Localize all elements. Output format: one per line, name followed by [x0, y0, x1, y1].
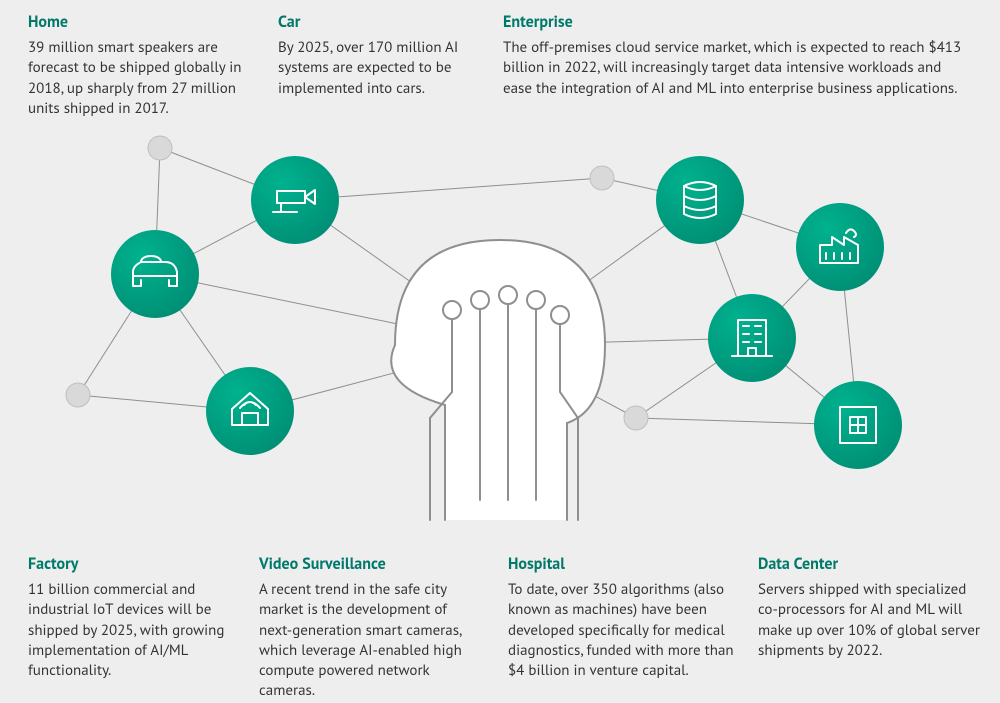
datacenter-block: Data Center Servers shipped with speciali…: [758, 554, 983, 661]
connector-node: [66, 383, 90, 407]
hospital-body: To date, over 350 algorithms (also known…: [508, 580, 738, 681]
enterprise-body: The off-premises cloud service market, w…: [503, 38, 963, 99]
database-icon: [656, 156, 744, 244]
home-body: 39 million smart speakers are forecast t…: [28, 38, 258, 119]
ai-head-silhouette: [391, 240, 605, 520]
datacenter-body: Servers shipped with specialized co-proc…: [758, 580, 983, 661]
factory-block: Factory 11 billion commercial and industr…: [28, 554, 228, 681]
hospital-block: Hospital To date, over 350 algorithms (al…: [508, 554, 738, 681]
home-icon: [206, 367, 294, 455]
camera-icon: [251, 156, 339, 244]
car-block: Car By 2025, over 170 million AI systems …: [278, 12, 468, 99]
car-body: By 2025, over 170 million AI systems are…: [278, 38, 468, 99]
building-icon: [708, 294, 796, 382]
home-block: Home 39 million smart speakers are foreca…: [28, 12, 258, 119]
surveillance-title: Video Surveillance: [259, 554, 479, 574]
car-title: Car: [278, 12, 468, 32]
factory-title: Factory: [28, 554, 228, 574]
surveillance-block: Video Surveillance A recent trend in the …: [259, 554, 479, 702]
factory-body: 11 billion commercial and industrial IoT…: [28, 580, 228, 681]
datacenter-title: Data Center: [758, 554, 983, 574]
connector-node: [624, 406, 648, 430]
connector-node: [590, 166, 614, 190]
enterprise-title: Enterprise: [503, 12, 963, 32]
factory2-icon: [796, 203, 884, 291]
home-title: Home: [28, 12, 258, 32]
surveillance-body: A recent trend in the safe city market i…: [259, 580, 479, 702]
enterprise-block: Enterprise The off-premises cloud service…: [503, 12, 963, 99]
car-icon: [111, 230, 199, 318]
connector-node: [148, 136, 172, 160]
hospital-title: Hospital: [508, 554, 738, 574]
hospital-icon: [814, 381, 902, 469]
